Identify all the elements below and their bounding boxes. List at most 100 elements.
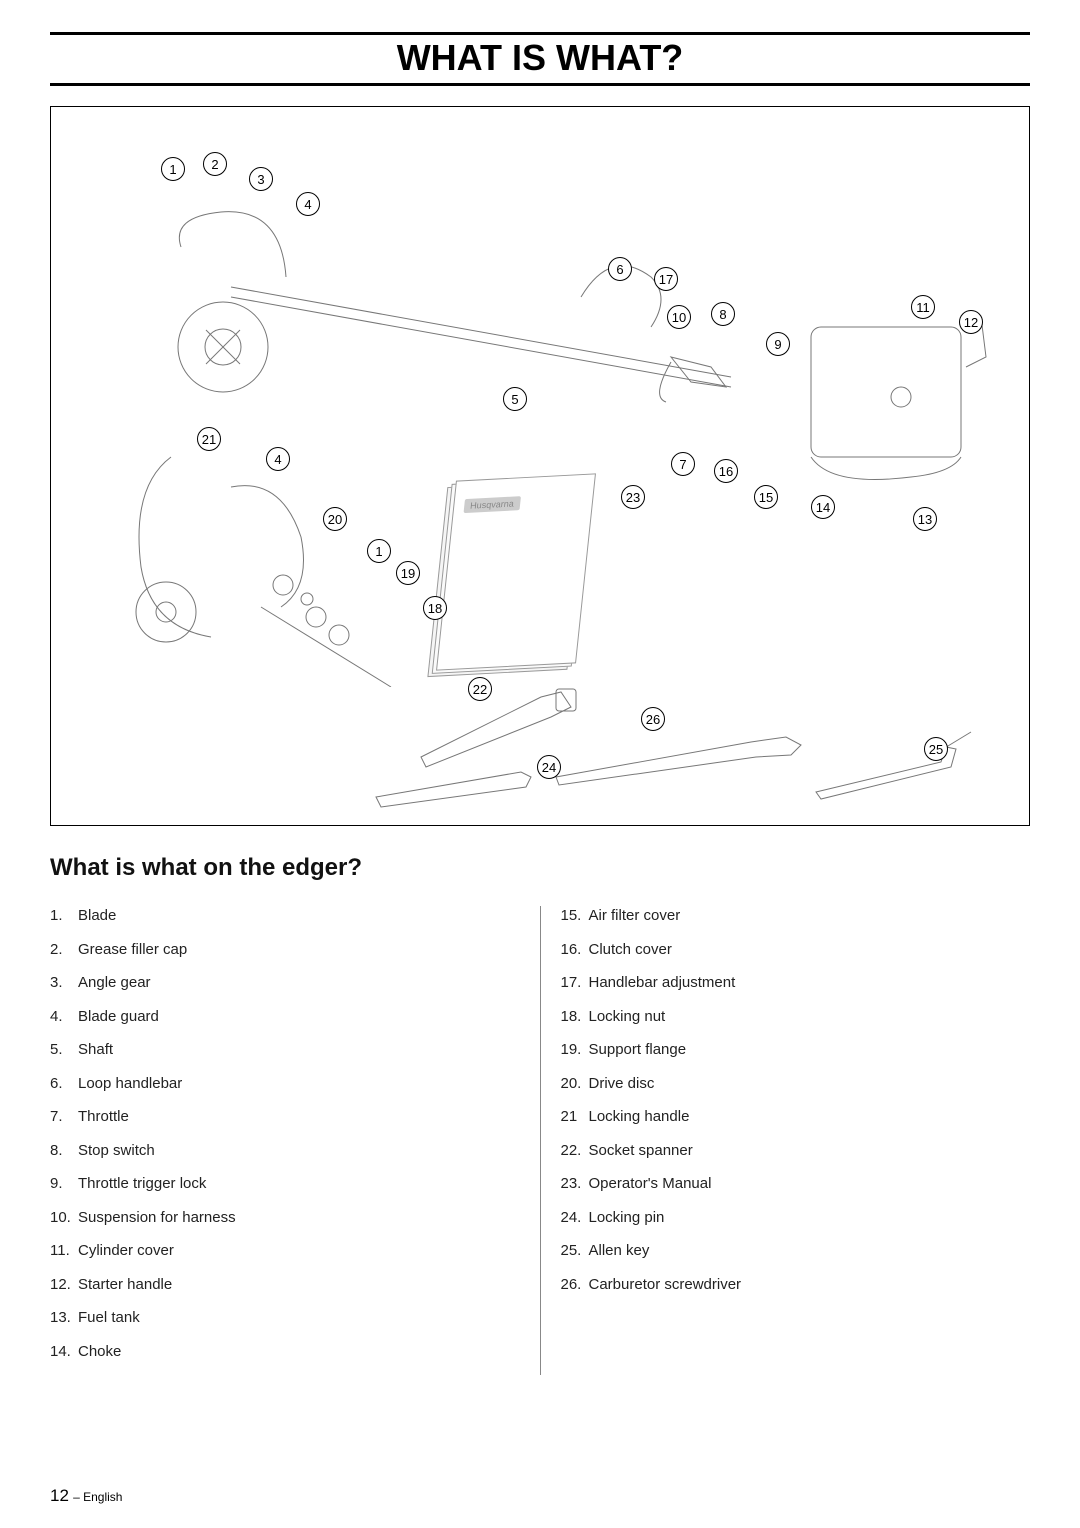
parts-list-item: 24.Locking pin — [561, 1208, 1031, 1228]
callout-5: 5 — [503, 387, 527, 411]
parts-list-item: 1.Blade — [50, 906, 520, 926]
parts-list-left: 1.Blade 2.Grease filler cap 3.Angle gear 4.… — [50, 906, 520, 1361]
parts-list-label: Locking nut — [589, 1007, 1031, 1027]
parts-list-item: 2.Grease filler cap — [50, 940, 520, 960]
parts-list-label: Suspension for harness — [78, 1208, 520, 1228]
callout-6: 6 — [608, 257, 632, 281]
parts-list-num: 14. — [50, 1342, 78, 1362]
parts-list-item: 20.Drive disc — [561, 1074, 1031, 1094]
parts-list-label: Throttle — [78, 1107, 520, 1127]
parts-list-item: 25.Allen key — [561, 1241, 1031, 1261]
parts-list-num: 7. — [50, 1107, 78, 1127]
parts-list-item: 8.Stop switch — [50, 1141, 520, 1161]
parts-list-label: Drive disc — [589, 1074, 1031, 1094]
parts-list-label: Locking handle — [589, 1107, 1031, 1127]
manual-booklet: Husqvarna — [436, 473, 596, 670]
parts-list-num: 23. — [561, 1174, 589, 1194]
parts-list-item: 6.Loop handlebar — [50, 1074, 520, 1094]
callout-8: 8 — [711, 302, 735, 326]
parts-list-item: 22.Socket spanner — [561, 1141, 1031, 1161]
page-title: WHAT IS WHAT? — [50, 37, 1030, 79]
parts-list-label: Loop handlebar — [78, 1074, 520, 1094]
parts-list-label: Socket spanner — [589, 1141, 1031, 1161]
screwdriver-svg — [551, 727, 831, 797]
title-rule-bottom — [50, 83, 1030, 86]
parts-list-num: 19. — [561, 1040, 589, 1060]
callout-1: 1 — [161, 157, 185, 181]
parts-list-item: 17.Handlebar adjustment — [561, 973, 1031, 993]
parts-list-item: 4.Blade guard — [50, 1007, 520, 1027]
parts-list-item: 3.Angle gear — [50, 973, 520, 993]
parts-list-label: Blade — [78, 906, 520, 926]
callout-14: 14 — [811, 495, 835, 519]
parts-list-num: 10. — [50, 1208, 78, 1228]
parts-list-num: 25. — [561, 1241, 589, 1261]
parts-list-num: 16. — [561, 940, 589, 960]
parts-list-num: 13. — [50, 1308, 78, 1328]
parts-list-label: Cylinder cover — [78, 1241, 520, 1261]
parts-columns: 1.Blade 2.Grease filler cap 3.Angle gear 4.… — [50, 906, 1030, 1375]
callout-4: 4 — [266, 447, 290, 471]
parts-list-item: 12.Starter handle — [50, 1275, 520, 1295]
page-number: 12 — [50, 1486, 69, 1505]
parts-list-num: 20. — [561, 1074, 589, 1094]
parts-list-item: 9.Throttle trigger lock — [50, 1174, 520, 1194]
parts-list-label: Handlebar adjustment — [589, 973, 1031, 993]
parts-list-item: 26.Carburetor screwdriver — [561, 1275, 1031, 1295]
callout-23: 23 — [621, 485, 645, 509]
callout-21: 21 — [197, 427, 221, 451]
callout-22: 22 — [468, 677, 492, 701]
callout-9: 9 — [766, 332, 790, 356]
callout-7: 7 — [671, 452, 695, 476]
callout-20: 20 — [323, 507, 347, 531]
callout-2: 2 — [203, 152, 227, 176]
parts-list-item: 18.Locking nut — [561, 1007, 1031, 1027]
parts-column-left: 1.Blade 2.Grease filler cap 3.Angle gear 4.… — [50, 906, 540, 1375]
callout-1: 1 — [367, 539, 391, 563]
parts-list-item: 14.Choke — [50, 1342, 520, 1362]
callout-16: 16 — [714, 459, 738, 483]
parts-list-item: 11.Cylinder cover — [50, 1241, 520, 1261]
parts-list-right: 15.Air filter cover16.Clutch cover17.Han… — [561, 906, 1031, 1294]
callout-15: 15 — [754, 485, 778, 509]
parts-list-num: 18. — [561, 1007, 589, 1027]
parts-list-num: 2. — [50, 940, 78, 960]
parts-list-item: 7.Throttle — [50, 1107, 520, 1127]
parts-diagram: Husqvarna 123456789101112131415161718192… — [50, 106, 1030, 826]
parts-list-num: 15. — [561, 906, 589, 926]
page-footer: 12 – English — [50, 1486, 122, 1506]
parts-list-num: 17. — [561, 973, 589, 993]
parts-list-label: Blade guard — [78, 1007, 520, 1027]
parts-list-item: 19.Support flange — [561, 1040, 1031, 1060]
parts-list-label: Locking pin — [589, 1208, 1031, 1228]
parts-list-num: 3. — [50, 973, 78, 993]
section-heading: What is what on the edger? — [50, 854, 1030, 882]
callout-10: 10 — [667, 305, 691, 329]
parts-list-item: 15.Air filter cover — [561, 906, 1031, 926]
parts-list-num: 5. — [50, 1040, 78, 1060]
callout-3: 3 — [249, 167, 273, 191]
parts-list-label: Air filter cover — [589, 906, 1031, 926]
parts-list-num: 1. — [50, 906, 78, 926]
callout-13: 13 — [913, 507, 937, 531]
parts-list-label: Shaft — [78, 1040, 520, 1060]
callout-11: 11 — [911, 295, 935, 319]
callout-17: 17 — [654, 267, 678, 291]
callout-19: 19 — [396, 561, 420, 585]
allen-key-svg — [811, 727, 991, 807]
parts-list-label: Support flange — [589, 1040, 1031, 1060]
parts-list-num: 8. — [50, 1141, 78, 1161]
parts-list-label: Fuel tank — [78, 1308, 520, 1328]
callout-26: 26 — [641, 707, 665, 731]
parts-list-num: 6. — [50, 1074, 78, 1094]
parts-list-num: 9. — [50, 1174, 78, 1194]
callout-18: 18 — [423, 596, 447, 620]
parts-list-label: Carburetor screwdriver — [589, 1275, 1031, 1295]
manual-brand-label: Husqvarna — [464, 496, 521, 513]
locking-pin-svg — [371, 762, 551, 812]
parts-list-item: 21Locking handle — [561, 1107, 1031, 1127]
page-language: – English — [73, 1490, 122, 1504]
callout-12: 12 — [959, 310, 983, 334]
parts-list-num: 21 — [561, 1107, 589, 1127]
parts-list-item: 5.Shaft — [50, 1040, 520, 1060]
